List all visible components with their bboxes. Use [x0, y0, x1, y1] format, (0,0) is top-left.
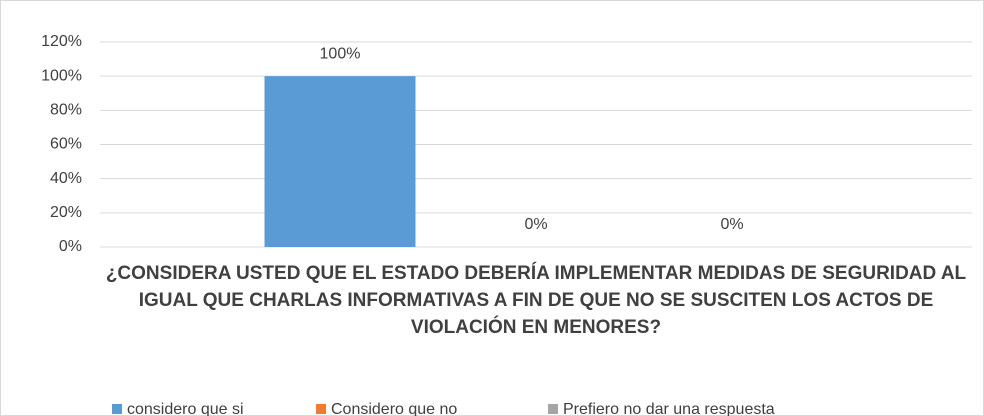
y-tick-label: 40%	[50, 170, 82, 187]
y-tick-label: 100%	[41, 67, 82, 84]
data-label: 0%	[720, 216, 743, 233]
legend-swatch	[316, 404, 326, 414]
legend-swatch	[548, 404, 558, 414]
legend-label: Considero que no	[331, 401, 457, 416]
y-tick-label: 60%	[50, 136, 82, 153]
legend-swatch	[112, 404, 122, 414]
y-tick-label: 0%	[59, 238, 82, 255]
y-tick-label: 120%	[41, 33, 82, 50]
y-tick-label: 80%	[50, 102, 82, 119]
y-tick-label: 20%	[50, 204, 82, 221]
x-category-label: ¿CONSIDERA USTED QUE EL ESTADO DEBERÍA I…	[105, 263, 967, 338]
bar	[264, 76, 416, 248]
data-label: 100%	[320, 45, 361, 62]
data-label: 0%	[524, 216, 547, 233]
legend-label: considero que si	[127, 401, 244, 416]
legend-label: Prefiero no dar una respuesta	[563, 401, 775, 416]
